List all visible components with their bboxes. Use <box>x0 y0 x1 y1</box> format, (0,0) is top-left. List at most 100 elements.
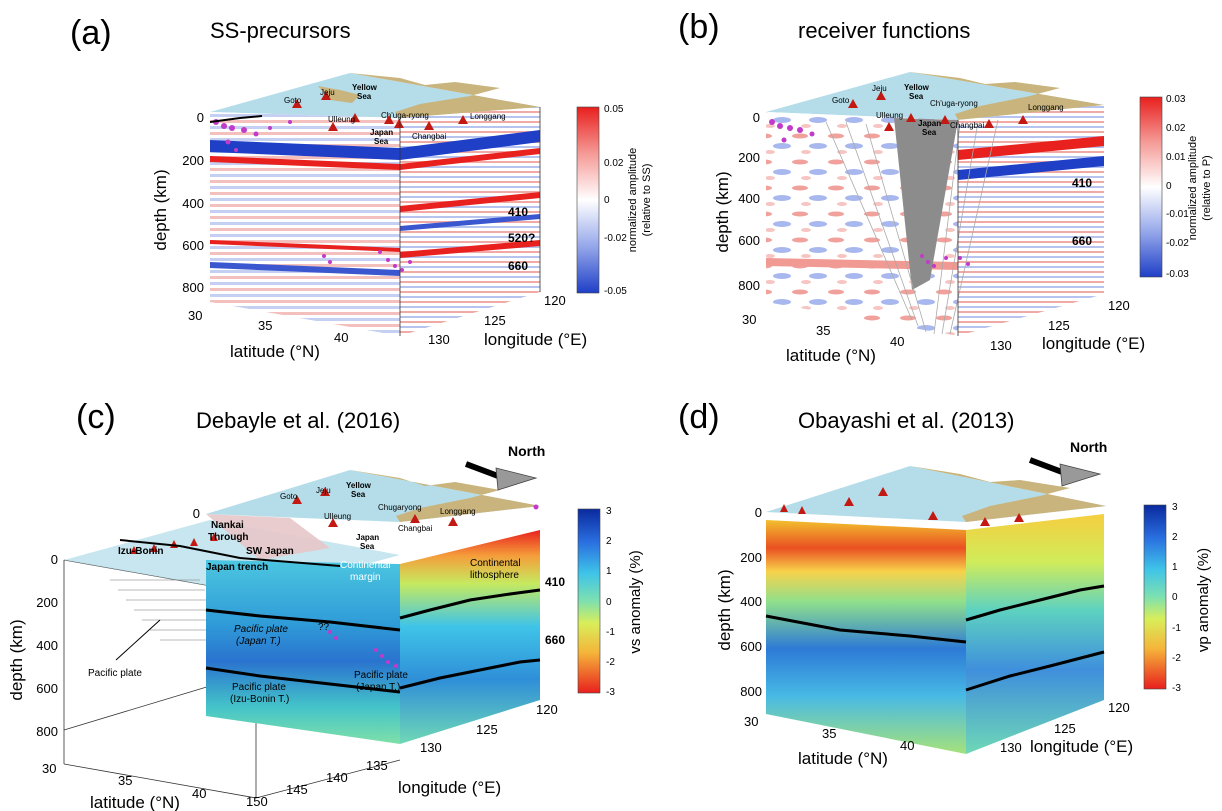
longgang-label: Longgang <box>1028 103 1064 112</box>
lat-tick: 30 <box>188 308 202 323</box>
goto-label: Goto <box>832 96 850 105</box>
quakes-a <box>213 119 412 272</box>
japan-sea-label-2: Sea <box>374 137 389 146</box>
colorbar-label-b-2: (relative to P) <box>1201 155 1213 220</box>
volcano-icon <box>884 122 894 131</box>
volcano-icon <box>424 121 434 130</box>
cb-tick: -0.03 <box>1166 269 1189 280</box>
lon-axis-label-c: longitude (°E) <box>398 778 501 797</box>
depth-tick: 400 <box>738 191 760 206</box>
lon-tick: 125 <box>1048 318 1070 333</box>
volcano-icon <box>321 91 331 100</box>
lon-ticks-d: 120 125 130 <box>1000 700 1130 755</box>
colorbar-ticks-c: 3 2 1 0 -1 -2 -3 <box>606 506 615 698</box>
cb-tick: 1 <box>1172 562 1178 573</box>
volcano-icon <box>410 514 420 523</box>
pacific-pointer <box>115 619 161 661</box>
lon-tick: 120 <box>544 293 566 308</box>
white-band-d <box>766 510 1104 530</box>
front-band-blue2-a <box>210 262 400 276</box>
depth-tick: 200 <box>738 150 760 165</box>
volcano-icon <box>906 113 916 122</box>
cb-tick: -2 <box>1172 653 1181 664</box>
volcano-icon <box>210 533 218 541</box>
clitho-label-2: lithosphere <box>470 570 519 581</box>
pp-izu-label: Pacific plate <box>232 682 286 693</box>
cb-tick: 0 <box>1166 181 1172 192</box>
volcano-icon <box>190 538 198 546</box>
lon-ticks-b: 120 125 130 <box>990 298 1130 353</box>
chuga-label: Ch'uga-ryong <box>381 111 429 120</box>
cb-tick: 0.03 <box>1166 94 1186 105</box>
volcano-icon <box>448 517 458 526</box>
north-label-c: North <box>508 443 545 459</box>
land-c <box>350 470 540 522</box>
depth-tick-upper: 0 <box>193 506 200 521</box>
depth-tick: 400 <box>36 638 58 653</box>
volcano-icon <box>1014 513 1024 522</box>
side-band-blue-b <box>958 156 1104 180</box>
japan-sea-label-2: Sea <box>922 128 937 137</box>
lon-tick: 150 <box>246 794 268 809</box>
ulleung-label: Ulleung <box>328 115 355 124</box>
pp-japan-label: Pacific plate <box>234 624 288 635</box>
jeju-label: Jeju <box>320 88 335 97</box>
depth-tick: 0 <box>755 505 762 520</box>
yellow-sea-label-2: Sea <box>357 92 372 101</box>
cb-tick: 2 <box>1172 532 1178 543</box>
north-arrow-c: North <box>464 443 545 491</box>
volcano-icon <box>328 518 338 527</box>
volcano-icon <box>292 495 302 504</box>
panel-a-letter: (a) <box>70 14 112 52</box>
disc-660-b: 660 <box>1072 234 1092 248</box>
lat-axis-label-c: latitude (°N) <box>90 793 180 811</box>
disc-lines-d <box>765 584 1105 692</box>
cb-tick: 0 <box>1172 592 1178 603</box>
depth-tick: 800 <box>740 684 762 699</box>
lat-ticks-b: 30 35 40 <box>742 312 904 349</box>
depth-axis-label-c: depth (km) <box>7 619 26 700</box>
north-label-d: North <box>1070 439 1107 455</box>
panel-d: (d) Obayashi et al. (2013) North depth (… <box>678 398 1212 768</box>
cb-tick: 0.02 <box>1166 123 1186 134</box>
lon-tick: 130 <box>428 332 450 347</box>
lat-axis-label-a: latitude (°N) <box>230 342 320 361</box>
lat-tick: 40 <box>900 738 914 753</box>
trench-label: Japan trench <box>206 562 268 573</box>
depth-tick: 0 <box>51 552 58 567</box>
cb-tick: 0.02 <box>604 158 624 169</box>
lon-axis-label-a: longitude (°E) <box>484 330 587 349</box>
chuga-label: Ch'uga-ryong <box>930 99 978 108</box>
panel-b: (b) receiver functions <box>678 8 1213 365</box>
nankai-label-2: Through <box>208 532 249 543</box>
depth-tick: 200 <box>36 595 58 610</box>
lon-tick: 125 <box>1054 721 1076 736</box>
yellow-sea-label: Yellow <box>346 481 372 490</box>
colorbar-c <box>577 508 601 694</box>
map-labels-a: Goto Jeju Yellow Sea Ch'uga-ryong Ulleun… <box>284 83 506 146</box>
colorbar-label-a: normalized amplitude <box>627 148 639 253</box>
qq-label: ?? <box>318 622 330 633</box>
changbai-label: Changbai <box>398 524 432 533</box>
lon-tick: 135 <box>366 758 388 773</box>
lon-tick: 125 <box>484 313 506 328</box>
volcano-icon <box>292 99 302 108</box>
cb-tick: 0 <box>604 195 610 206</box>
colorbar-a <box>576 106 600 294</box>
cb-tick: 3 <box>1172 502 1178 513</box>
volcano-icon <box>394 119 404 128</box>
panel-a: (a) SS-precursors <box>70 14 653 361</box>
lon-tick: 130 <box>420 740 442 755</box>
lat-tick: 30 <box>744 714 758 729</box>
clitho-label: Continental <box>470 558 521 569</box>
pp-japan2-label-2: (Japan T.) <box>356 682 400 693</box>
volcanoes-a <box>292 91 468 131</box>
lat-axis-label-d: latitude (°N) <box>798 749 888 768</box>
cb-tick: -1 <box>606 627 615 638</box>
ulleung-label: Ulleung <box>876 111 903 120</box>
lon-tick: 120 <box>536 702 558 717</box>
volcano-icon <box>780 504 788 512</box>
jeju-label: Jeju <box>316 486 331 495</box>
front-band-red2-a <box>210 240 400 252</box>
swjapan-label: SW Japan <box>246 546 294 557</box>
